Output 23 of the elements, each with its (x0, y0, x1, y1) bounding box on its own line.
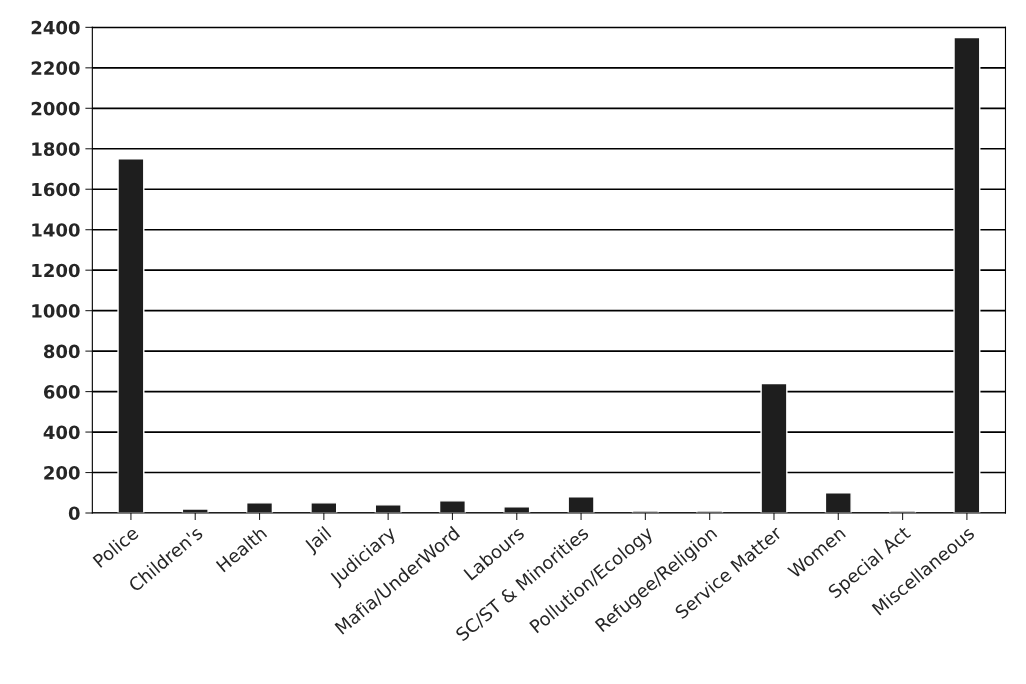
x-tick-label: Jail (302, 525, 334, 556)
y-tick-label: 1200 (32, 263, 80, 278)
bar (760, 382, 788, 513)
bar (374, 504, 402, 513)
bar (438, 500, 467, 513)
y-tick-label: 2000 (31, 101, 80, 116)
bar (310, 502, 338, 513)
y-tick-label: 1600 (32, 182, 80, 197)
y-tick-label: 200 (44, 465, 80, 480)
bar (953, 36, 981, 513)
bar (245, 502, 274, 513)
y-tick-label: 400 (43, 425, 80, 440)
y-tick-label: 1800 (32, 142, 80, 156)
y-tick-label: 800 (43, 344, 80, 359)
bar (824, 492, 852, 513)
bar (117, 158, 145, 513)
y-tick-label: 2200 (31, 61, 80, 75)
y-tick-label: 600 (43, 385, 80, 399)
bar (567, 496, 595, 513)
y-tick-label: 0 (68, 506, 80, 521)
y-tick-label: 1400 (32, 223, 80, 237)
y-tick-label: 2400 (31, 20, 80, 35)
y-tick-label: 1000 (32, 304, 80, 318)
